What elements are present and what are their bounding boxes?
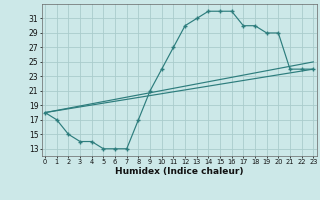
X-axis label: Humidex (Indice chaleur): Humidex (Indice chaleur)	[115, 167, 244, 176]
